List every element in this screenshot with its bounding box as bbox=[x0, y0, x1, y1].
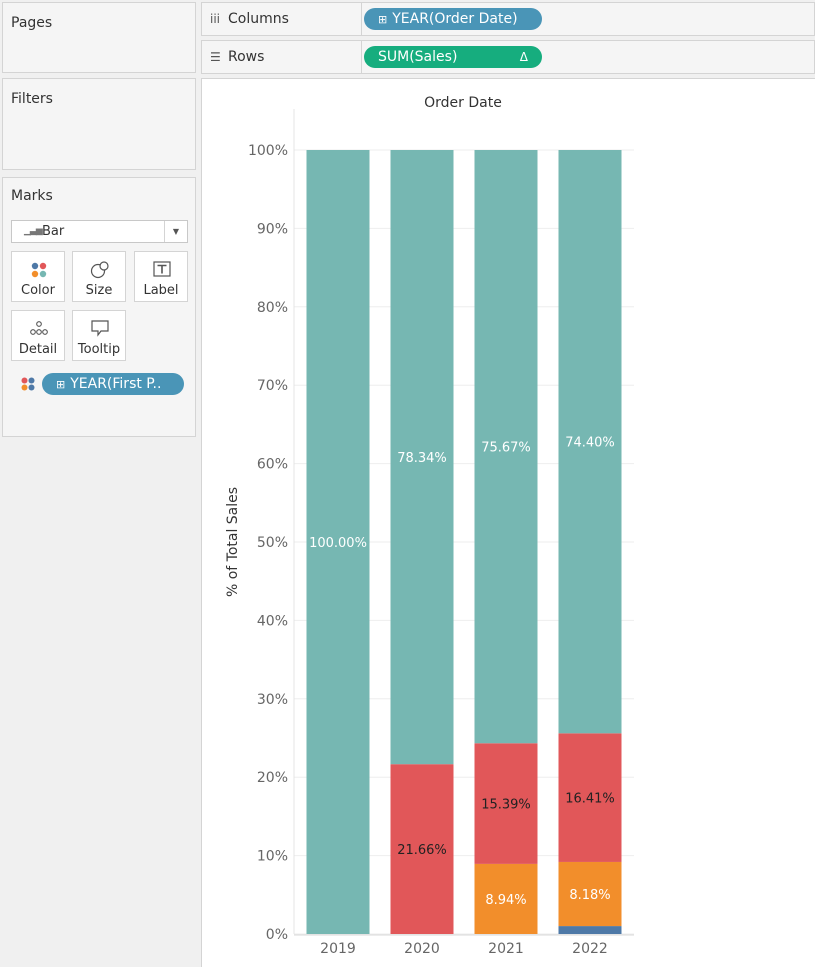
color-button[interactable]: Color bbox=[11, 251, 65, 302]
data-label: 75.67% bbox=[481, 441, 531, 456]
rows-shelf[interactable]: ☰ Rows SUM(Sales) Δ bbox=[201, 40, 815, 74]
tooltip-icon bbox=[91, 320, 109, 337]
rows-pill[interactable]: SUM(Sales) Δ bbox=[364, 46, 542, 68]
label-button[interactable]: Label bbox=[134, 251, 188, 302]
marks-title: Marks bbox=[11, 188, 53, 204]
chevron-down-icon[interactable]: ▼ bbox=[164, 221, 187, 242]
y-tick-label: 30% bbox=[257, 692, 288, 708]
tooltip-label: Tooltip bbox=[77, 342, 121, 357]
label-label: Label bbox=[143, 283, 179, 298]
columns-pill-label: YEAR(Order Date) bbox=[392, 11, 518, 27]
color-label: Color bbox=[21, 283, 55, 298]
chart-title: Order Date bbox=[424, 95, 502, 111]
mark-type-value: Bar bbox=[42, 224, 65, 239]
expand-icon: ⊞ bbox=[56, 378, 66, 391]
bar-segment[interactable] bbox=[306, 150, 370, 934]
rows-icon: ☰ bbox=[210, 50, 221, 64]
size-button[interactable]: Size bbox=[72, 251, 126, 302]
filters-shelf[interactable]: Filters bbox=[2, 78, 196, 170]
bar-mark-icon: ▁▃▅ bbox=[24, 226, 43, 236]
y-tick-label: 60% bbox=[257, 457, 288, 473]
bar-segment[interactable] bbox=[390, 150, 454, 765]
y-axis: 0% 10% 20% 30% 40% 50% 60% 70% 80% 90% 100% bbox=[248, 143, 288, 943]
bar-segment[interactable] bbox=[474, 150, 538, 744]
color-legend-icon bbox=[21, 377, 35, 391]
y-tick-label: 70% bbox=[257, 378, 288, 394]
size-icon bbox=[90, 261, 109, 279]
color-field-label: YEAR(First P.. bbox=[70, 376, 162, 392]
bar-segment[interactable] bbox=[474, 863, 538, 934]
data-label: 8.94% bbox=[485, 893, 526, 908]
filters-title: Filters bbox=[11, 91, 53, 107]
y-tick-label: 40% bbox=[257, 613, 288, 629]
y-tick-label: 80% bbox=[257, 300, 288, 316]
data-label: 21.66% bbox=[397, 843, 447, 858]
marks-card: Marks ▁▃▅ Bar ▼ Color Size Label bbox=[2, 177, 196, 437]
viz-area: Order Date % of Total Sales 0% 10% 20% 30% 4… bbox=[201, 78, 815, 967]
bar-segment[interactable] bbox=[558, 733, 622, 862]
data-label: 78.34% bbox=[397, 451, 447, 466]
bar-segment[interactable] bbox=[390, 764, 454, 934]
bar-segment[interactable] bbox=[558, 861, 622, 927]
x-tick-label: 2022 bbox=[572, 941, 608, 957]
rows-label: Rows bbox=[228, 49, 265, 65]
y-tick-label: 10% bbox=[257, 849, 288, 865]
expand-icon: ⊞ bbox=[378, 13, 388, 26]
pages-shelf[interactable]: Pages bbox=[2, 2, 196, 73]
size-label: Size bbox=[85, 283, 113, 298]
bar-segment[interactable] bbox=[474, 743, 538, 864]
y-tick-label: 20% bbox=[257, 770, 288, 786]
delta-icon: Δ bbox=[519, 50, 528, 64]
x-tick-label: 2019 bbox=[320, 941, 356, 957]
rows-pill-label: SUM(Sales) bbox=[378, 49, 458, 65]
y-tick-label: 100% bbox=[248, 143, 288, 159]
y-axis-title: % of Total Sales bbox=[225, 487, 241, 597]
color-icon bbox=[31, 262, 47, 278]
bar-segment[interactable] bbox=[558, 926, 622, 934]
data-label: 8.18% bbox=[569, 888, 610, 903]
color-field-pill[interactable]: ⊞ YEAR(First P.. bbox=[42, 373, 184, 395]
x-tick-label: 2021 bbox=[488, 941, 524, 957]
bars: 100.00% 21.66% 78.34% 8.94% 15.39% 75.67% 8.18… bbox=[306, 150, 622, 934]
columns-label: Columns bbox=[228, 11, 289, 27]
detail-label: Detail bbox=[18, 342, 58, 357]
detail-button[interactable]: Detail bbox=[11, 310, 65, 361]
x-tick-label: 2020 bbox=[404, 941, 440, 957]
columns-pill[interactable]: ⊞ YEAR(Order Date) bbox=[364, 8, 542, 30]
data-label: 74.40% bbox=[565, 436, 615, 451]
stacked-bar-chart: Order Date % of Total Sales 0% 10% 20% 30% 4… bbox=[225, 95, 634, 957]
tooltip-button[interactable]: Tooltip bbox=[72, 310, 126, 361]
y-tick-label: 50% bbox=[257, 535, 288, 551]
text-label-icon bbox=[153, 261, 171, 277]
y-tick-label: 90% bbox=[257, 221, 288, 237]
data-label: 16.41% bbox=[565, 792, 615, 807]
columns-shelf[interactable]: iii Columns ⊞ YEAR(Order Date) bbox=[201, 2, 815, 36]
detail-icon bbox=[30, 321, 48, 335]
data-label: 100.00% bbox=[309, 536, 367, 551]
x-axis: 2019 2020 2021 2022 bbox=[294, 934, 634, 957]
columns-icon: iii bbox=[210, 12, 221, 26]
mark-type-dropdown[interactable]: ▁▃▅ Bar ▼ bbox=[11, 220, 188, 243]
bar-segment[interactable] bbox=[558, 150, 622, 734]
pages-title: Pages bbox=[11, 15, 53, 31]
y-tick-label: 0% bbox=[266, 927, 288, 943]
data-label: 15.39% bbox=[481, 798, 531, 813]
